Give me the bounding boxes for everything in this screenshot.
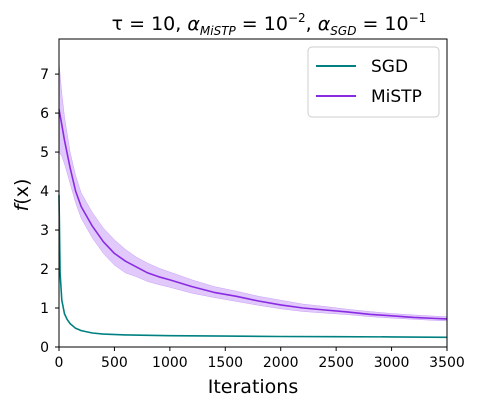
x-tick-label: 500 <box>101 355 128 371</box>
x-tick-label: 1000 <box>152 355 188 371</box>
legend: SGD MiSTP <box>307 46 440 118</box>
y-tick-label: 4 <box>40 184 49 200</box>
legend-label-mistp: MiSTP <box>371 87 422 107</box>
y-tick-label: 7 <box>40 67 49 83</box>
y-tick-label: 3 <box>40 223 49 239</box>
y-axis-ticks: 0 1 2 3 4 5 6 7 <box>40 67 59 356</box>
y-tick-label: 2 <box>40 262 49 278</box>
y-tick-label: 1 <box>40 301 49 317</box>
x-tick-label: 3000 <box>374 355 410 371</box>
series-line-sgd <box>58 194 448 339</box>
y-tick-label: 5 <box>40 145 49 161</box>
series-line-mistp <box>58 109 448 320</box>
x-tick-label: 3500 <box>429 355 465 371</box>
x-tick-label: 2500 <box>318 355 354 371</box>
x-axis-ticks: 0 500 1000 1500 2000 2500 3000 3500 <box>55 347 465 371</box>
y-axis-label: f(x) <box>11 179 33 212</box>
legend-box <box>307 46 440 118</box>
plot-frame <box>58 38 448 348</box>
x-tick-label: 1500 <box>207 355 243 371</box>
y-tick-label: 6 <box>40 106 49 122</box>
x-tick-label: 0 <box>55 355 64 371</box>
legend-label-sgd: SGD <box>371 57 408 77</box>
x-tick-label: 2000 <box>263 355 299 371</box>
y-tick-label: 0 <box>40 340 49 356</box>
chart-title: τ = 10, αMiSTP = 10−2, αSGD = 10−1 <box>112 11 427 38</box>
x-axis-label: Iterations <box>208 376 299 398</box>
